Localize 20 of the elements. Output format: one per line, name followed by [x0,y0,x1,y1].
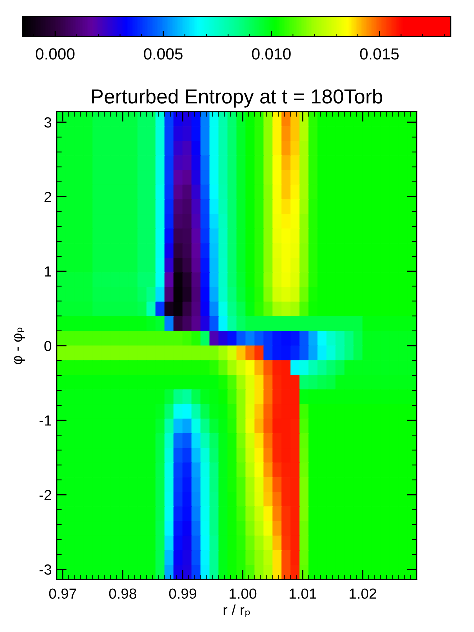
y-tick-label: 1 [45,266,52,277]
color-bar-label: 0.005 [144,48,183,60]
x-axis-title: r / rₚ [224,604,250,618]
x-tick-label: 0.99 [169,588,196,600]
color-bar-label: 0.015 [360,48,399,60]
y-tick-label: 0 [44,341,52,352]
x-tick-label: 1.02 [350,588,376,600]
y-axis-title: φ - φₚ [14,328,26,364]
x-tick-label: 0.97 [49,588,76,600]
y-tick-label: 3 [44,118,52,128]
chart-title: Perturbed Entropy at t = 180Torb [92,89,383,108]
y-tick-label: -1 [40,416,52,426]
x-tick-label: 0.98 [109,588,137,600]
y-tick-label: -3 [40,564,52,575]
y-tick-label: -2 [40,490,52,500]
color-bar-label: 0.000 [36,48,75,60]
color-bar-label: 0.010 [252,48,291,60]
x-tick-label: 1.00 [230,588,257,600]
y-tick-label: 2 [44,192,52,202]
x-tick-label: 1.01 [290,588,316,600]
